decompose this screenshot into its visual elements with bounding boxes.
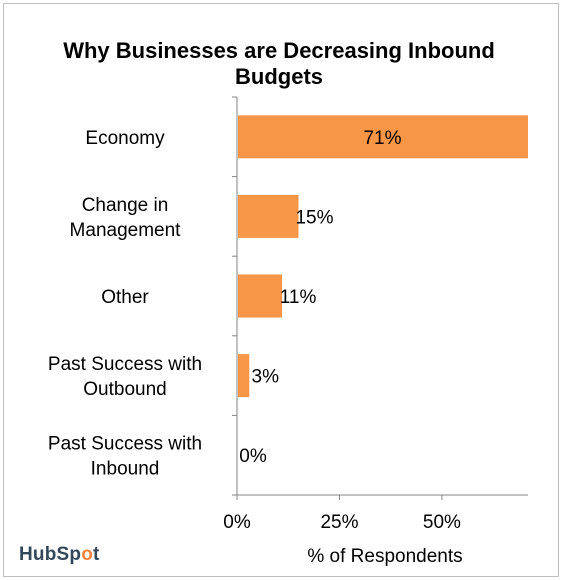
x-tick-label: 50% xyxy=(423,512,461,533)
category-label: Outbound xyxy=(83,379,166,400)
hubspot-logo: HubSpot xyxy=(19,544,100,565)
data-label: 71% xyxy=(363,128,401,149)
x-tick-label: 25% xyxy=(320,512,358,533)
category-label: Past Success with xyxy=(48,354,202,375)
bar xyxy=(238,274,283,318)
category-label: Other xyxy=(101,287,149,308)
chart-title: Why Businesses are Decreasing Inbound Bu… xyxy=(63,38,495,89)
data-label: 11% xyxy=(280,287,317,308)
bar xyxy=(238,194,299,238)
category-label: Management xyxy=(70,220,182,241)
category-label: Inbound xyxy=(91,459,160,480)
data-label: 0% xyxy=(239,446,267,467)
category-label: Economy xyxy=(85,128,165,149)
bar xyxy=(238,115,528,159)
x-tick-label: 0% xyxy=(223,512,251,533)
plot-area: 71% Economy 15% Change in Management 11% Other… xyxy=(48,96,528,567)
data-label: 15% xyxy=(295,207,333,228)
category-label: Past Success with xyxy=(48,434,202,455)
data-label: 3% xyxy=(252,367,280,388)
x-axis-title: % of Respondents xyxy=(307,546,462,567)
category-label: Change in xyxy=(82,195,169,216)
bar xyxy=(238,354,250,398)
